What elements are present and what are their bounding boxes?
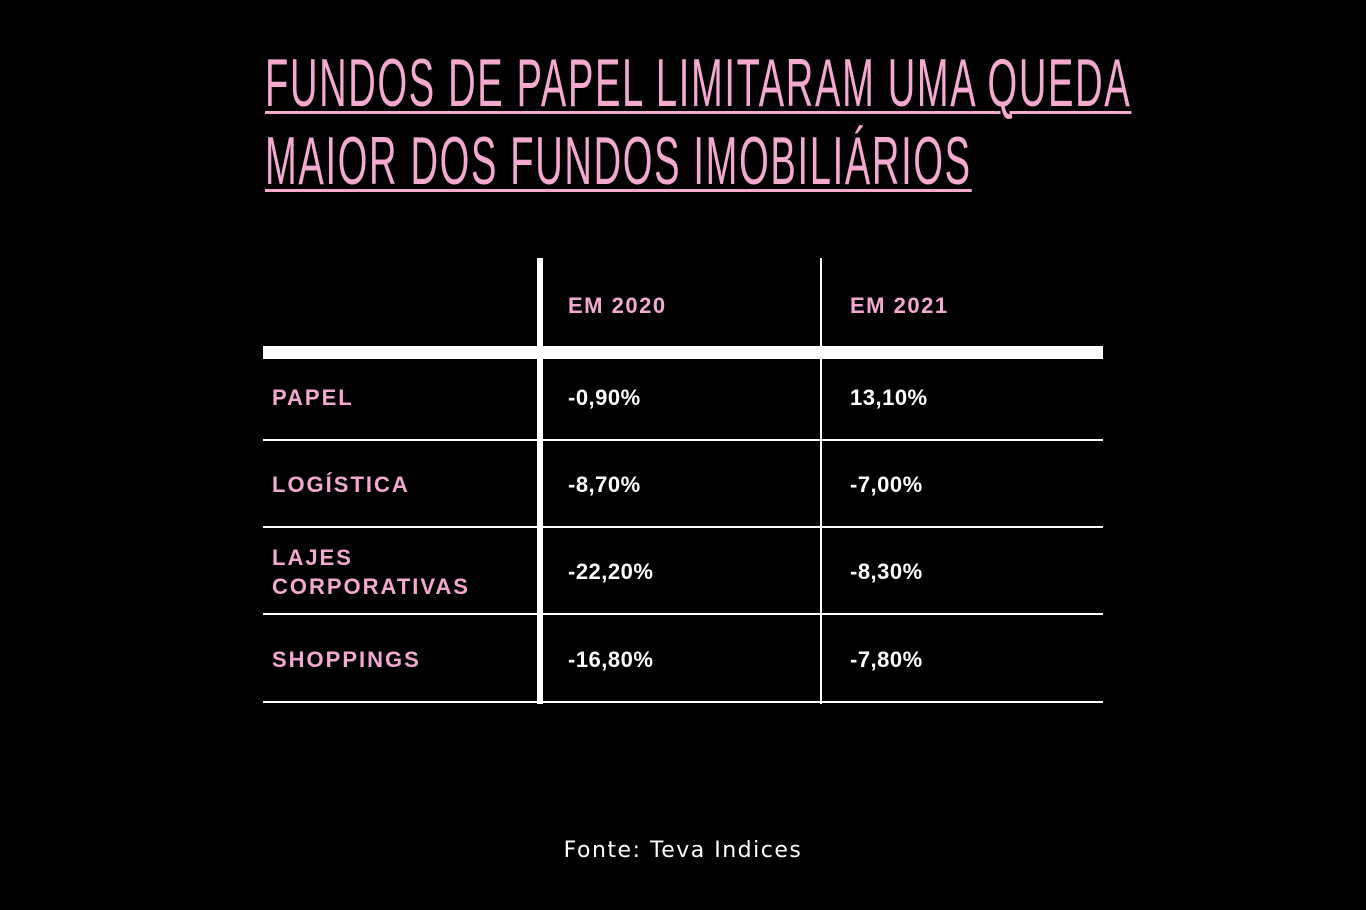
column-header-2020: EM 2020 — [568, 293, 667, 318]
row-label-logistica: LOGÍSTICA — [272, 470, 410, 499]
row-divider-2 — [263, 526, 1103, 528]
cell-lajes-2021: -8,30% — [850, 559, 923, 584]
chart-title: FUNDOS DE PAPEL LIMITARAM UMA QUEDA MAIO… — [265, 44, 1165, 200]
row-label-papel-text: PAPEL — [272, 385, 354, 410]
cell-papel-2021: 13,10% — [850, 385, 928, 410]
cell-papel-2020: -0,90% — [568, 385, 641, 410]
row-label-lajes-corporativas: LAJES CORPORATIVAS — [272, 543, 470, 601]
cell-shoppings-2021: -7,80% — [850, 647, 923, 672]
cell-shoppings-2020: -16,80% — [568, 647, 654, 672]
chart-title-line-2: MAIOR DOS FUNDOS IMOBILIÁRIOS — [265, 123, 972, 199]
row-label-logistica-text: LOGÍSTICA — [272, 472, 410, 497]
cell-logistica-2021: -7,00% — [850, 472, 923, 497]
column-header-2021: EM 2021 — [850, 293, 949, 318]
chart-title-line-1: FUNDOS DE PAPEL LIMITARAM UMA QUEDA — [265, 45, 1132, 121]
row-divider-4 — [263, 701, 1103, 703]
column-divider-years — [820, 258, 822, 704]
row-divider-3 — [263, 613, 1103, 615]
data-table: EM 2020 EM 2021 PAPEL -0,90% 13,10% LOGÍ… — [263, 258, 1103, 704]
row-label-papel: PAPEL — [272, 383, 354, 412]
header-divider — [263, 346, 1103, 359]
row-label-lajes-line-2: CORPORATIVAS — [272, 574, 470, 599]
row-label-shoppings: SHOPPINGS — [272, 645, 421, 674]
column-divider-label — [537, 258, 543, 704]
cell-logistica-2020: -8,70% — [568, 472, 641, 497]
row-label-lajes-line-1: LAJES — [272, 545, 353, 570]
row-divider-1 — [263, 439, 1103, 441]
row-label-shoppings-text: SHOPPINGS — [272, 647, 421, 672]
source-note: Fonte: Teva Indices — [563, 838, 803, 863]
cell-lajes-2020: -22,20% — [568, 559, 654, 584]
